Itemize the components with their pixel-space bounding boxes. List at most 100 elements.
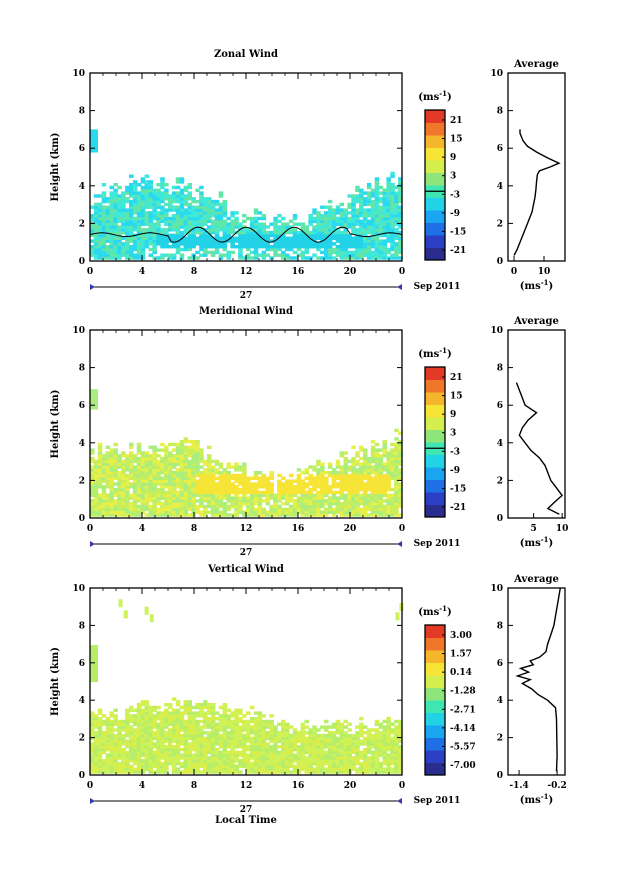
colorbar-swatch	[425, 247, 445, 261]
x-tick-label: 0	[87, 781, 93, 791]
y-tick-label: 8	[79, 107, 85, 117]
average-frame	[507, 329, 566, 519]
colorbar-swatch	[425, 492, 445, 505]
y-tick-label: 6	[79, 401, 85, 411]
x-tick-label: 4	[139, 524, 145, 534]
average-y-tick-label: 10	[490, 584, 503, 594]
colorbar-swatch	[425, 147, 445, 161]
x-tick-label: 4	[139, 267, 145, 277]
average-y-tick-label: 6	[497, 401, 503, 411]
average-y-tick-label: 8	[497, 364, 503, 374]
average-x-tick-label: 5	[531, 524, 537, 534]
y-tick-label: 8	[79, 621, 85, 631]
panel-title: Zonal Wind	[214, 49, 278, 60]
colorbar-tick-label: -3	[450, 190, 460, 200]
x-tick-label: 16	[292, 267, 305, 277]
date-label: Sep 2011	[414, 539, 461, 549]
average-title: Average	[513, 574, 559, 585]
date-bar-marker	[90, 798, 95, 804]
average-x-tick-label: 10	[556, 524, 569, 534]
x-tick-label: 20	[344, 781, 357, 791]
average-y-tick-label: 4	[497, 182, 503, 192]
colorbar-swatch	[425, 197, 445, 211]
colorbar-frame	[424, 366, 446, 518]
average-y-tick-label: 10	[490, 326, 503, 336]
colorbar-swatch	[425, 662, 445, 676]
colorbar-tick-label: -5.57	[450, 742, 476, 752]
y-tick-label: 10	[72, 584, 85, 594]
x-tick-label: 12	[240, 524, 253, 534]
average-y-tick-label: 2	[497, 219, 503, 229]
colorbar-unit: (ms-1)	[418, 604, 451, 618]
y-axis-label: Height (km)	[50, 133, 61, 202]
colorbar-swatch	[425, 429, 445, 443]
average-y-tick-label: 0	[497, 771, 503, 781]
date-bar-marker	[397, 798, 402, 804]
colorbar-tick-label: -2.71	[450, 705, 476, 715]
average-y-tick-label: 0	[497, 514, 503, 524]
colorbar-tick-label: 9	[450, 410, 456, 420]
colorbar-swatch	[425, 625, 445, 638]
colorbar-swatch	[425, 454, 445, 468]
colorbar-swatch	[425, 160, 445, 173]
x-tick-label: 0	[399, 524, 405, 534]
y-tick-label: 0	[79, 514, 85, 524]
average-unit-label: (ms-1)	[520, 278, 553, 292]
average-x-tick-label: -0.2	[547, 781, 566, 791]
colorbar-tick-label: -7.00	[450, 761, 476, 771]
colorbar-swatch	[425, 737, 445, 751]
colorbar-swatch	[425, 467, 445, 480]
average-y-tick-label: 2	[497, 734, 503, 744]
colorbar-swatch	[425, 135, 445, 148]
colorbar-tick-label: 1.57	[450, 650, 472, 660]
y-tick-label: 4	[79, 696, 85, 706]
colorbar-unit: (ms-1)	[418, 89, 451, 103]
date-bar-marker	[397, 541, 402, 547]
average-y-tick-label: 4	[497, 439, 503, 449]
heatmap-cells	[90, 599, 404, 774]
panel-title: Vertical Wind	[207, 564, 284, 575]
heatmap-cells	[90, 389, 403, 517]
colorbar-tick-label: 21	[450, 373, 463, 383]
average-y-tick-label: 10	[490, 69, 503, 79]
y-axis-label: Height (km)	[50, 647, 61, 716]
average-y-tick-label: 6	[497, 144, 503, 154]
average-y-tick-label: 4	[497, 696, 503, 706]
date-bar-marker	[397, 284, 402, 290]
average-x-tick-label: 10	[538, 267, 551, 277]
colorbar-tick-label: -3	[450, 447, 460, 457]
colorbar-tick-label: -21	[450, 503, 466, 513]
date-day: 27	[240, 548, 253, 558]
y-tick-label: 6	[79, 144, 85, 154]
x-tick-label: 12	[240, 781, 253, 791]
date-label: Sep 2011	[414, 796, 461, 806]
colorbar-swatch	[425, 637, 445, 651]
zero-contour	[89, 226, 403, 243]
x-tick-label: 0	[87, 267, 93, 277]
x-tick-label: 8	[191, 267, 197, 277]
colorbar-tick-label: 3	[450, 429, 456, 439]
colorbar-swatch	[425, 650, 445, 663]
colorbar-swatch	[425, 172, 445, 186]
x-tick-label: 12	[240, 267, 253, 277]
y-tick-label: 10	[72, 69, 85, 79]
colorbar-tick-label: -1.28	[450, 687, 476, 697]
average-y-tick-label: 8	[497, 107, 503, 117]
average-y-tick-label: 6	[497, 659, 503, 669]
x-tick-label: 0	[399, 267, 405, 277]
colorbar-swatch	[425, 479, 445, 493]
colorbar-tick-label: 21	[450, 116, 463, 126]
average-frame	[507, 72, 566, 262]
panel-2: Meridional Wind Height (km) 0 2 4 6 8 10 0 4 8 12 16…	[50, 306, 568, 558]
average-title: Average	[513, 59, 559, 70]
colorbar-tick-label: 3	[450, 172, 456, 182]
colorbar-swatch	[425, 379, 445, 393]
average-profile-line	[513, 129, 561, 256]
date-day: 27	[240, 291, 253, 301]
colorbar-swatch	[425, 235, 445, 248]
y-tick-label: 4	[79, 439, 85, 449]
y-tick-label: 10	[72, 326, 85, 336]
average-unit-label: (ms-1)	[520, 792, 553, 806]
